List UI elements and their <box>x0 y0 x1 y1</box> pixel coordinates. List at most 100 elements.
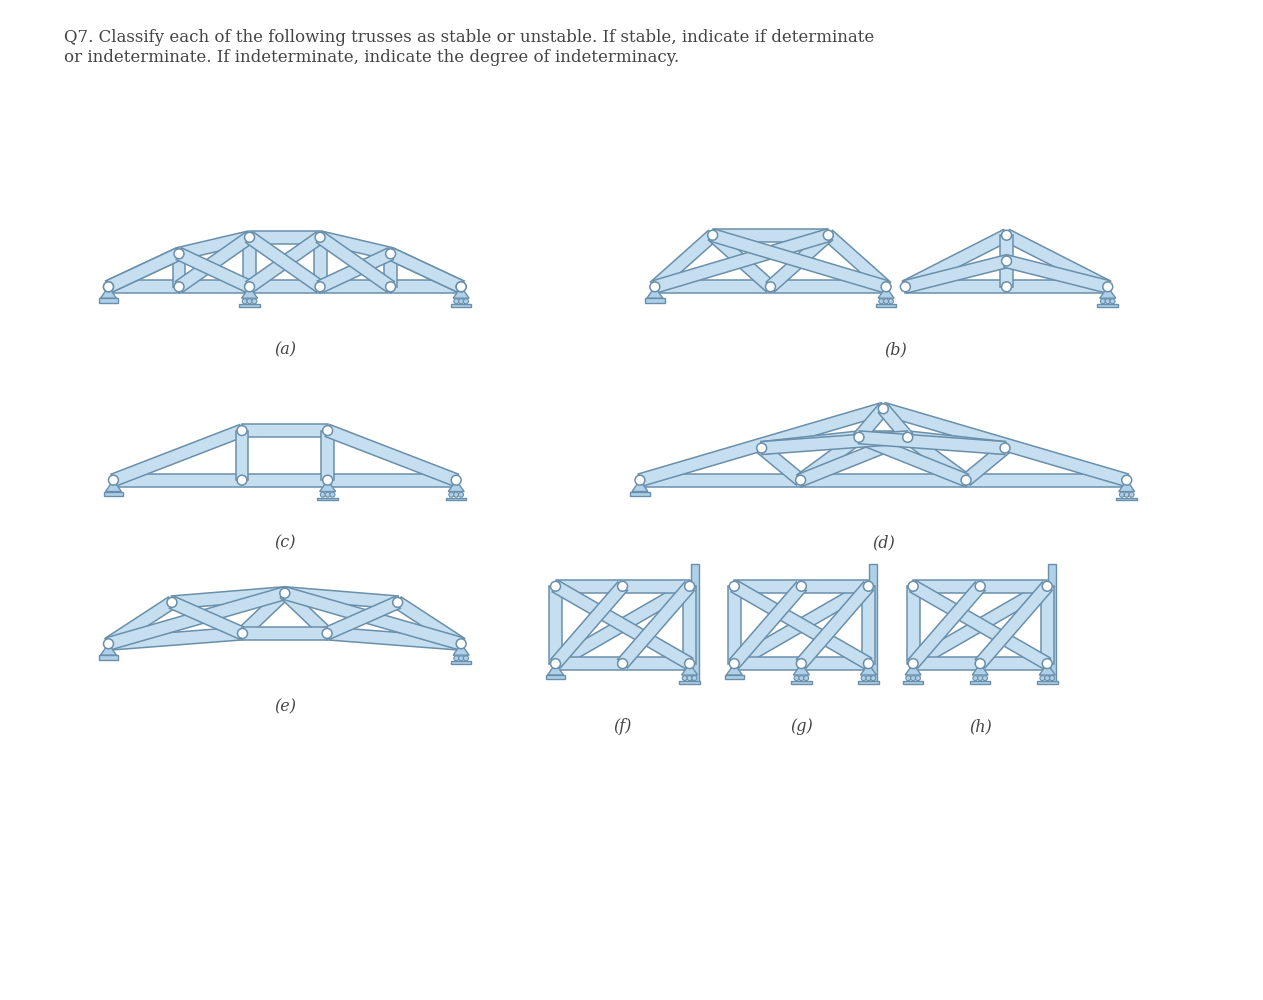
Text: (d): (d) <box>871 535 894 552</box>
Polygon shape <box>178 231 251 260</box>
Polygon shape <box>179 280 250 293</box>
Bar <box>903 681 923 684</box>
Polygon shape <box>173 254 186 287</box>
Circle shape <box>451 475 461 485</box>
Polygon shape <box>111 425 244 486</box>
Circle shape <box>682 676 687 681</box>
Circle shape <box>864 659 874 669</box>
Polygon shape <box>105 597 176 649</box>
Circle shape <box>174 249 184 259</box>
Polygon shape <box>618 582 695 668</box>
Polygon shape <box>169 596 245 639</box>
Polygon shape <box>549 586 562 664</box>
Circle shape <box>104 282 114 292</box>
Circle shape <box>321 492 326 497</box>
Polygon shape <box>798 431 911 486</box>
Circle shape <box>882 282 892 292</box>
Circle shape <box>908 659 918 669</box>
Circle shape <box>456 282 466 292</box>
Circle shape <box>464 656 469 661</box>
Circle shape <box>1103 282 1113 292</box>
Polygon shape <box>653 229 830 293</box>
Circle shape <box>797 581 806 591</box>
Polygon shape <box>640 474 801 487</box>
Bar <box>679 681 700 684</box>
Circle shape <box>866 676 871 681</box>
Circle shape <box>823 230 834 240</box>
Circle shape <box>251 299 256 304</box>
Polygon shape <box>797 432 863 485</box>
Polygon shape <box>856 431 969 486</box>
Polygon shape <box>859 431 908 444</box>
Circle shape <box>322 426 332 436</box>
Circle shape <box>248 299 253 304</box>
Circle shape <box>1100 299 1105 304</box>
Polygon shape <box>762 431 908 454</box>
Circle shape <box>551 581 561 591</box>
Circle shape <box>456 639 466 649</box>
Circle shape <box>1000 443 1010 453</box>
Polygon shape <box>823 230 890 292</box>
Polygon shape <box>321 431 335 480</box>
Circle shape <box>854 432 864 442</box>
Circle shape <box>1105 299 1110 304</box>
Circle shape <box>458 299 464 304</box>
Polygon shape <box>650 230 717 292</box>
Circle shape <box>1002 282 1012 292</box>
Circle shape <box>330 492 335 497</box>
Polygon shape <box>242 424 327 437</box>
Polygon shape <box>909 581 1051 669</box>
Bar <box>451 304 471 307</box>
Polygon shape <box>966 474 1127 487</box>
Circle shape <box>650 282 659 292</box>
Polygon shape <box>730 582 806 668</box>
Polygon shape <box>556 657 690 670</box>
Polygon shape <box>384 254 397 287</box>
Polygon shape <box>734 580 869 593</box>
Circle shape <box>1039 676 1045 681</box>
Circle shape <box>325 492 330 497</box>
Bar <box>869 564 878 683</box>
Bar <box>99 655 119 660</box>
Bar <box>970 681 990 684</box>
Polygon shape <box>1100 287 1115 298</box>
Circle shape <box>765 282 775 292</box>
Circle shape <box>884 299 889 304</box>
Circle shape <box>551 659 561 669</box>
Polygon shape <box>326 425 458 486</box>
Polygon shape <box>854 405 888 442</box>
Polygon shape <box>758 443 805 485</box>
Polygon shape <box>975 582 1052 668</box>
Polygon shape <box>313 237 327 287</box>
Bar <box>1037 681 1057 684</box>
Polygon shape <box>859 431 1005 454</box>
Circle shape <box>878 404 888 414</box>
Bar <box>875 304 897 307</box>
Circle shape <box>245 282 255 292</box>
Polygon shape <box>882 403 1129 486</box>
Circle shape <box>167 597 177 607</box>
Circle shape <box>458 492 464 497</box>
Polygon shape <box>632 480 648 492</box>
Polygon shape <box>860 664 877 675</box>
Polygon shape <box>973 664 988 675</box>
Polygon shape <box>712 229 829 242</box>
Circle shape <box>906 676 911 681</box>
Polygon shape <box>906 664 921 675</box>
Polygon shape <box>797 582 873 668</box>
Polygon shape <box>101 287 116 298</box>
Polygon shape <box>284 587 398 609</box>
Polygon shape <box>237 589 289 638</box>
Circle shape <box>864 581 874 591</box>
Circle shape <box>453 492 458 497</box>
Polygon shape <box>726 664 743 675</box>
Circle shape <box>237 426 248 436</box>
Bar <box>317 498 338 500</box>
Polygon shape <box>250 280 320 293</box>
Circle shape <box>322 475 332 485</box>
Polygon shape <box>801 474 966 487</box>
Circle shape <box>1129 492 1134 497</box>
Circle shape <box>1122 475 1132 485</box>
Polygon shape <box>283 587 464 650</box>
Polygon shape <box>1004 229 1110 293</box>
